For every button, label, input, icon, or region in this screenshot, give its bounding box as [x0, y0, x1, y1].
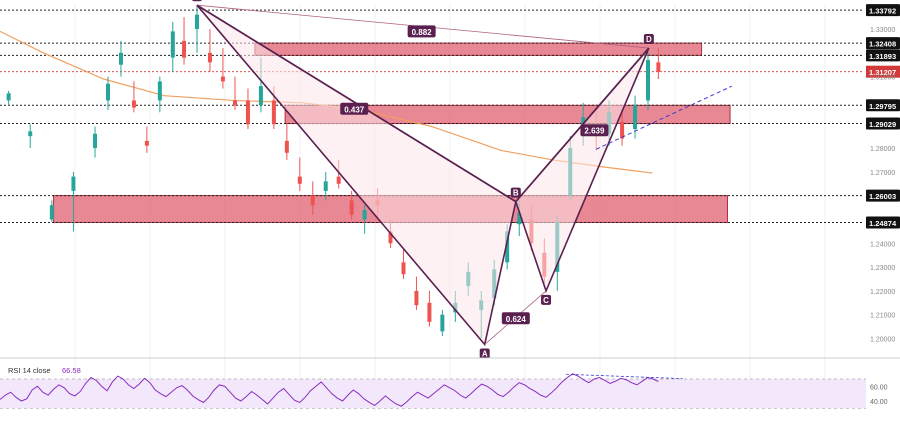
pattern-point-C [541, 294, 552, 305]
candle-body [620, 121, 625, 139]
price-tick-label: 1.21000 [870, 313, 895, 320]
price-tick-label: 1.33000 [870, 27, 895, 34]
rsi-label: RSI 14 close [8, 366, 51, 375]
candle-body [414, 290, 419, 306]
rsi-panel: 60.00 40.00 RSI 14 close 66.58 [0, 357, 900, 409]
candle-body [310, 195, 315, 206]
rsi-tick-label: 60.00 [870, 384, 888, 391]
level-label: 1.32408 [869, 40, 896, 49]
candle-body [349, 200, 354, 215]
pattern-point-label: A [482, 349, 488, 358]
level-tag [866, 117, 900, 130]
horizontal-levels [0, 9, 864, 223]
candle-body [144, 140, 149, 146]
candle-body [157, 81, 162, 101]
level-tag [866, 216, 900, 229]
candle-body [106, 83, 110, 101]
price-tick-label: 1.24000 [870, 241, 895, 248]
level-label: 1.26003 [869, 192, 896, 201]
candle-body [93, 133, 98, 149]
price-tick-label: 1.22000 [870, 289, 895, 296]
ratio-label: 2.639 [584, 127, 605, 136]
level-label: 1.33792 [869, 7, 896, 16]
ratio-label: 0.624 [506, 315, 527, 324]
candle-body [427, 302, 432, 322]
price-axis: 1.33792 1.32408 1.31893 1.29795 1.29029 1.260… [866, 4, 900, 344]
pattern-point-B [510, 187, 521, 198]
candle-body [656, 62, 661, 72]
candle-body [388, 231, 393, 244]
level-label: 1.24874 [869, 219, 897, 228]
candle-body [118, 52, 123, 65]
price-tick-label: 1.31000 [870, 75, 895, 82]
ratio-label: 0.437 [344, 105, 365, 114]
price-tick-label: 1.23000 [870, 265, 895, 272]
ratio-tag [340, 102, 369, 115]
candle-body [71, 176, 76, 191]
ratio-tag [407, 25, 436, 38]
current-price-label: 1.31207 [869, 68, 896, 77]
pattern-point-label: B [513, 189, 519, 198]
ratio-tag [501, 312, 530, 325]
candle-body [633, 105, 638, 129]
candle-body [131, 100, 136, 108]
zone-1 [254, 42, 703, 56]
ratio-tag [580, 124, 609, 137]
candle-body [245, 100, 250, 125]
candle-body [297, 176, 302, 184]
current-price-tag [866, 65, 900, 78]
candle-body [401, 262, 406, 275]
candle-body [220, 76, 225, 82]
candle-body [440, 314, 445, 332]
candle-body [517, 212, 522, 225]
level-label: 1.29795 [869, 102, 896, 111]
candle-body [194, 14, 199, 29]
candle-body [336, 176, 341, 184]
pattern-point-D [643, 34, 654, 45]
candle-body [182, 40, 187, 58]
price-tick-label: 1.28000 [870, 146, 895, 153]
candle-body [362, 209, 367, 220]
candle-body [6, 93, 11, 101]
candle-body [271, 100, 276, 125]
level-tag [866, 49, 900, 62]
level-tag [866, 4, 900, 17]
price-tick-label: 1.27000 [870, 170, 895, 177]
candle-body [258, 86, 263, 106]
pattern-point-A [479, 348, 490, 359]
harmonic-pattern: X A B C D 0.882 0.437 0.624 2.639 [192, 0, 654, 359]
candle-body [646, 59, 650, 101]
pattern-point-label: C [543, 296, 549, 305]
level-label: 1.29029 [869, 120, 896, 129]
candle-body [49, 205, 54, 220]
candle-body [284, 140, 289, 153]
candle-body [505, 231, 510, 263]
level-tag [866, 37, 900, 50]
level-label: 1.31893 [869, 52, 896, 61]
candle-body [28, 131, 33, 137]
pattern-point-label: X [194, 0, 200, 1]
trendline [595, 85, 733, 150]
trendline-dashed [595, 85, 733, 150]
rsi-tick-label: 40.00 [870, 399, 888, 406]
rsi-value: 66.58 [62, 366, 81, 375]
rsi-divergence-line [565, 373, 683, 380]
candlesticks [6, 5, 661, 339]
pattern-point-X [192, 0, 202, 2]
candle-body [207, 52, 212, 63]
candle-body [233, 100, 238, 106]
rsi-line [0, 373, 659, 407]
ratio-label: 0.882 [412, 28, 433, 37]
level-tag [866, 189, 900, 202]
pattern-point-label: D [646, 35, 652, 44]
level-tag [866, 99, 900, 112]
price-tick-label: 1.20000 [870, 337, 895, 344]
candle-body [170, 31, 175, 58]
candle-body [323, 181, 328, 191]
